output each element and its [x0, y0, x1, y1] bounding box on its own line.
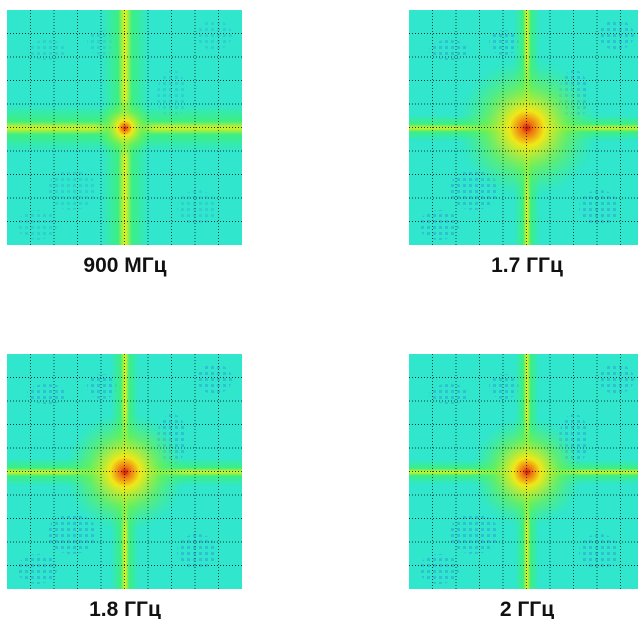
heatmap-texture: [599, 364, 634, 394]
heatmap-center-glow: [95, 98, 155, 158]
panel-caption: 900 МГц: [83, 254, 166, 277]
heatmap-texture: [419, 554, 459, 584]
heatmap-texture: [429, 384, 469, 404]
heatmap-texture: [489, 30, 519, 55]
heatmap-panel: [409, 354, 638, 589]
heatmap-texture: [27, 40, 67, 60]
heatmap-texture: [47, 170, 97, 210]
heatmap-center-glow: [65, 412, 185, 532]
panel-caption: 2 ГГц: [500, 598, 554, 619]
heatmap-center-glow: [472, 417, 582, 527]
heatmap-panel: [7, 354, 242, 589]
heatmap-texture: [489, 374, 519, 399]
heatmap-texture: [177, 190, 217, 225]
heatmap-texture: [17, 210, 57, 240]
heatmap-texture: [197, 364, 232, 394]
heatmap-texture: [197, 20, 232, 50]
heatmap-texture: [47, 514, 97, 554]
heatmap-texture: [579, 534, 619, 569]
panel-caption: 1.7 ГГц: [491, 254, 563, 277]
heatmap-panel: [409, 10, 638, 245]
heatmap-texture: [429, 40, 469, 60]
heatmap-texture: [599, 20, 634, 50]
heatmap-texture: [17, 554, 57, 584]
heatmap-texture: [449, 514, 499, 554]
heatmap-texture: [419, 210, 459, 240]
panel-caption: 1.8 ГГц: [89, 598, 161, 619]
heatmap-texture: [579, 190, 619, 225]
heatmap-texture: [87, 374, 117, 399]
heatmap-texture: [177, 534, 217, 569]
heatmap-center-glow: [457, 58, 597, 198]
heatmap-panel: [7, 10, 242, 245]
heatmap-texture: [27, 384, 67, 404]
